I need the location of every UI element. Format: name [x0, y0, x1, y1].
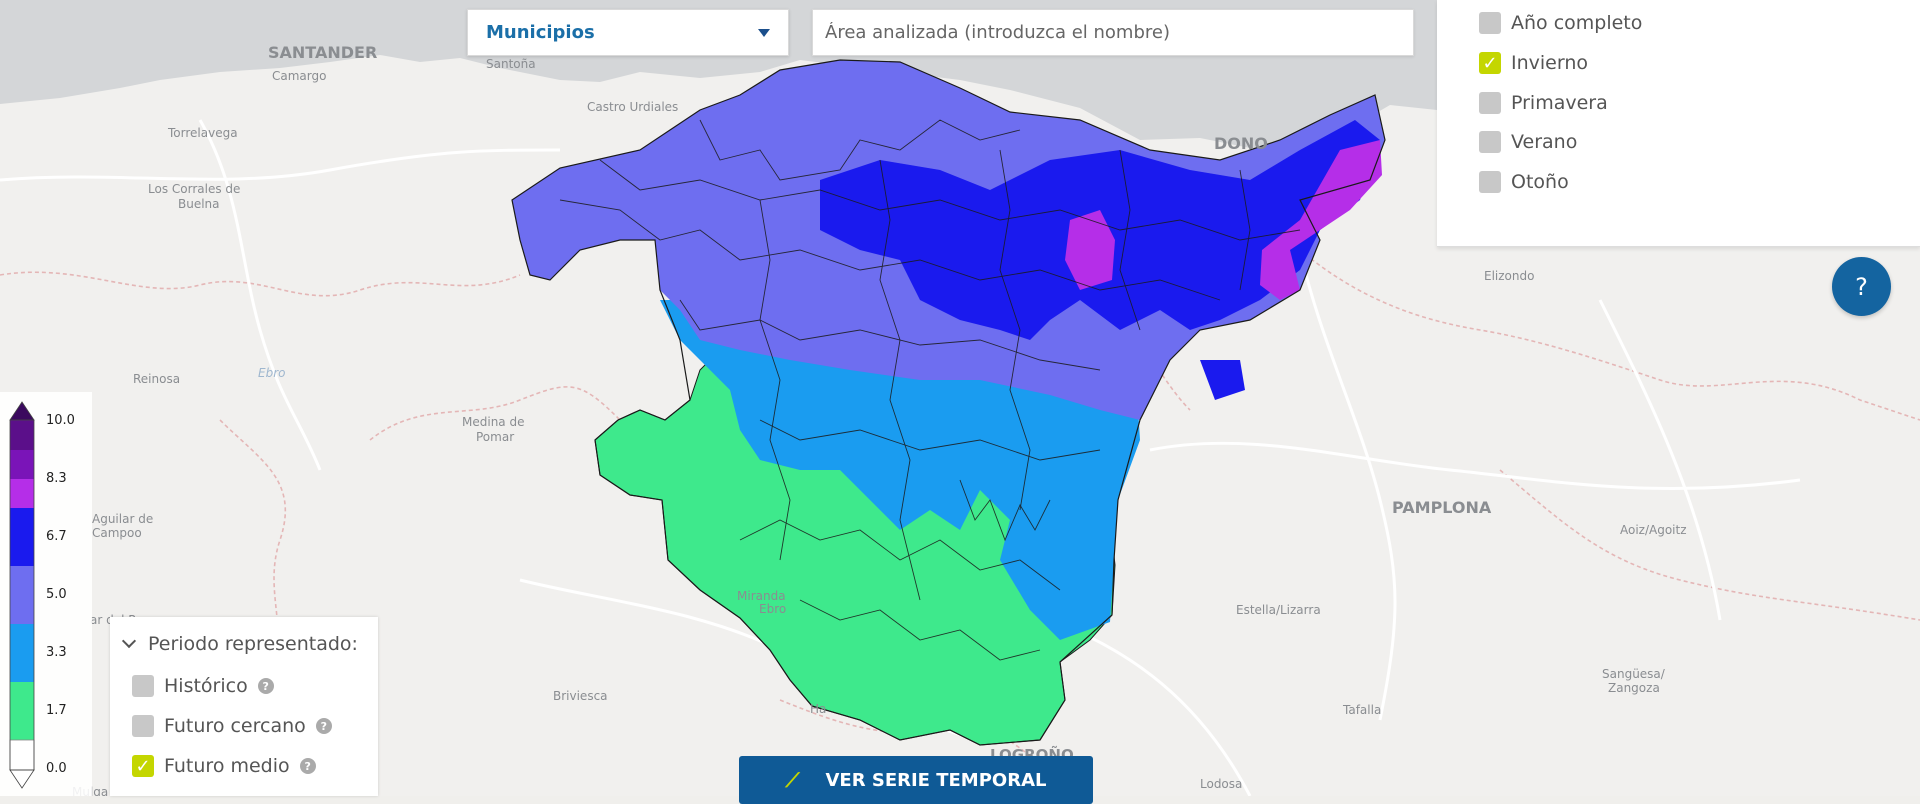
area-search-input[interactable] [812, 9, 1414, 56]
town-label: Reinosa [133, 372, 180, 386]
town-label: Lodosa [1200, 777, 1242, 791]
checkbox-checked[interactable]: ✓ [132, 755, 154, 777]
caret-down-icon [758, 28, 770, 37]
checkbox[interactable] [1479, 12, 1501, 34]
legend-tick: 8.3 [46, 471, 67, 486]
town-label: Medina de [462, 415, 524, 429]
town-label: Zangoza [1608, 681, 1660, 695]
color-legend: 10.0 8.3 6.7 5.0 3.3 1.7 0.0 [0, 392, 92, 796]
help-icon[interactable]: ? [257, 678, 274, 694]
legend-tick: 6.7 [46, 529, 67, 544]
season-label: Otoño [1511, 171, 1569, 193]
legend-tick: 1.7 [46, 703, 67, 718]
season-option-invierno[interactable]: ✓ Invierno [1479, 52, 1588, 74]
legend-swatch [10, 508, 34, 537]
town-label: Briviesca [553, 689, 608, 703]
line-chart-icon: ⟋ [785, 768, 800, 792]
legend-tick: 10.0 [46, 413, 75, 428]
legend-swatch [10, 682, 34, 711]
checkbox[interactable] [132, 675, 154, 697]
city-label: DONO [1214, 134, 1268, 153]
help-icon[interactable]: ? [315, 718, 332, 734]
town-label: Torrelavega [167, 126, 238, 140]
legend-tick: 5.0 [46, 587, 67, 602]
city-label: SANTANDER [268, 43, 377, 62]
help-icon[interactable]: ? [299, 758, 316, 774]
period-title: Periodo representado: [148, 633, 358, 655]
unit-select-value: Municipios [486, 22, 595, 43]
legend-swatch [10, 624, 34, 653]
town-label: Sangüesa/ [1602, 667, 1666, 681]
checkbox-checked[interactable]: ✓ [1479, 52, 1501, 74]
town-label: Campoo [92, 526, 142, 540]
chevron-down-icon [121, 633, 137, 649]
checkbox[interactable] [1479, 171, 1501, 193]
town-label: Tafalla [1342, 703, 1381, 717]
legend-swatch [10, 595, 34, 624]
season-label: Año completo [1511, 12, 1643, 34]
help-icon: ? [1855, 272, 1868, 301]
season-label: Invierno [1511, 52, 1589, 74]
legend-tick: 0.0 [46, 761, 67, 776]
legend-swatch [10, 711, 34, 740]
period-option-historico[interactable]: Histórico ? [132, 675, 274, 697]
season-option-anio-completo[interactable]: Año completo [1479, 12, 1642, 34]
season-option-primavera[interactable]: Primavera [1479, 92, 1608, 114]
period-label: Futuro medio [164, 755, 290, 777]
period-label: Futuro cercano [164, 715, 306, 737]
town-label: Miranda [737, 589, 786, 603]
period-panel: Periodo representado: Histórico ? Futuro… [110, 617, 378, 796]
legend-max-arrow [9, 401, 35, 421]
legend-swatch [10, 537, 34, 566]
legend-swatch [10, 566, 34, 595]
legend-swatch [10, 653, 34, 682]
climate-layer [511, 59, 1386, 746]
town-label: Buelna [178, 197, 220, 211]
period-toggle[interactable]: Periodo representado: [121, 633, 358, 655]
legend-swatch [10, 420, 34, 450]
climate-zone-violet [1065, 210, 1115, 290]
legend-swatch [9, 739, 35, 771]
season-panel: Año completo ✓ Invierno Primavera Verano… [1437, 0, 1920, 247]
town-label: Ha [810, 702, 826, 716]
checkbox[interactable] [1479, 92, 1501, 114]
town-label: Santoña [486, 57, 536, 71]
town-label: Los Corrales de [148, 182, 240, 196]
checkbox[interactable] [1479, 131, 1501, 153]
legend-min-arrow [9, 769, 35, 789]
period-option-futuro-cercano[interactable]: Futuro cercano ? [132, 715, 332, 737]
legend-tick: 3.3 [46, 645, 67, 660]
town-label: Ebro [759, 602, 786, 616]
town-label: Pomar [476, 430, 514, 444]
legend-swatch [10, 479, 34, 508]
town-label: Elizondo [1484, 269, 1534, 283]
town-label: Castro Urdiales [587, 100, 678, 114]
legend-colorbar [9, 401, 35, 789]
checkbox[interactable] [132, 715, 154, 737]
town-label: Estella/Lizarra [1236, 603, 1321, 617]
town-label: Aoiz/Agoitz [1620, 523, 1687, 537]
river-label: Ebro [258, 366, 285, 380]
season-label: Primavera [1511, 92, 1608, 114]
town-label: Aguilar de [92, 512, 153, 526]
time-series-button[interactable]: ⟋ VER SERIE TEMPORAL [739, 756, 1093, 804]
season-label: Verano [1511, 131, 1578, 153]
period-option-futuro-medio[interactable]: ✓ Futuro medio ? [132, 755, 316, 777]
help-button[interactable]: ? [1832, 257, 1891, 316]
period-label: Histórico [164, 675, 248, 697]
city-label: PAMPLONA [1392, 498, 1492, 517]
season-option-otono[interactable]: Otoño [1479, 171, 1569, 193]
season-option-verano[interactable]: Verano [1479, 131, 1577, 153]
town-label: Camargo [272, 69, 326, 83]
time-series-label: VER SERIE TEMPORAL [825, 769, 1047, 791]
unit-select[interactable]: Municipios [467, 9, 789, 56]
legend-swatch [10, 450, 34, 479]
